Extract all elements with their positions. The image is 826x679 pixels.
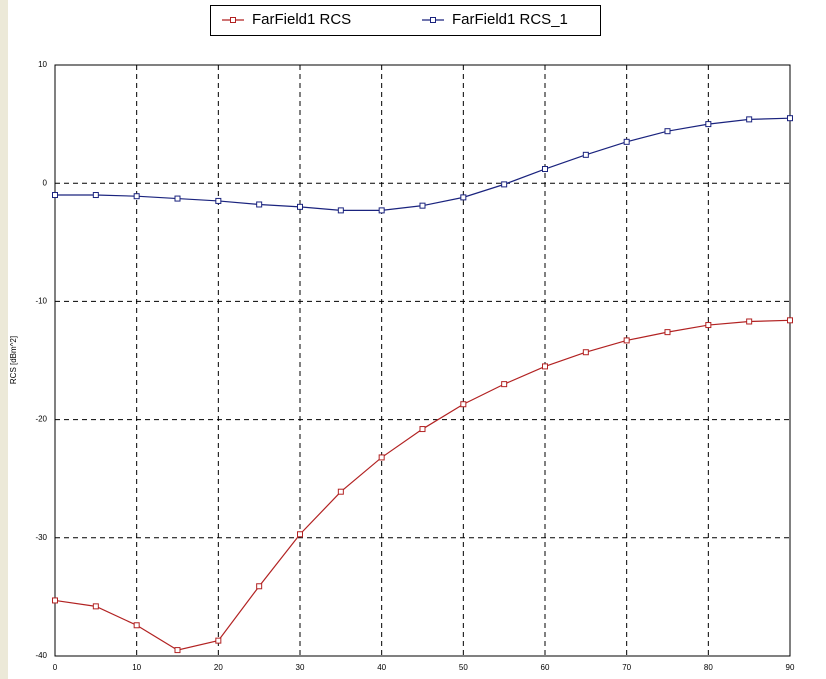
series-line [54,319,791,651]
point-marker [52,597,58,604]
point-marker [92,192,99,199]
point-marker [501,181,508,188]
y-tick-label: -10 [35,297,47,306]
x-tick-label: 20 [214,663,223,672]
point-marker [174,647,181,654]
point-marker [746,116,753,123]
y-axis-label: RCS [dBm^2] [9,336,18,384]
legend-marker [230,17,236,23]
point-marker [501,381,508,388]
point-marker [582,151,589,158]
point-marker [582,349,589,356]
series-line [55,117,791,211]
point-marker [746,318,753,325]
point-marker [664,128,671,135]
point-marker [174,195,181,202]
x-tick-label: 10 [132,663,141,672]
y-tick-label: 10 [38,60,47,69]
point-marker [705,121,712,128]
point-marker [133,193,140,200]
x-tick-label: 0 [53,663,58,672]
point-marker [460,194,467,201]
x-tick-label: 30 [296,663,305,672]
y-tick-label: -30 [35,533,47,542]
point-marker [623,337,630,344]
point-marker [419,202,426,209]
x-tick-label: 80 [704,663,713,672]
x-tick-label: 90 [786,663,795,672]
point-marker [787,317,793,324]
y-tick-label: -20 [35,415,47,424]
point-marker [664,329,671,336]
point-marker [337,488,344,495]
x-tick-label: 60 [541,663,550,672]
x-tick-label: 40 [377,663,386,672]
plot-frame [54,64,791,657]
point-marker [256,201,263,208]
x-tick-label: 70 [622,663,631,672]
point-marker [52,192,58,199]
point-marker [623,138,630,145]
point-marker [378,207,385,214]
x-tick-label: 50 [459,663,468,672]
legend-label: FarField1 RCS [252,11,351,28]
point-marker [215,197,222,204]
point-marker [787,115,793,122]
y-tick-label: -40 [35,651,47,660]
legend-label: FarField1 RCS_1 [452,11,568,28]
point-marker [297,203,303,210]
point-marker [297,531,303,538]
legend-box [210,5,601,36]
point-marker [542,166,548,173]
legend-marker [430,17,436,23]
window-edge [0,0,8,679]
point-marker [256,583,263,590]
point-marker [460,401,467,408]
y-tick-label: 0 [43,178,48,187]
point-marker [542,363,548,370]
point-marker [215,637,222,644]
point-marker [419,426,426,433]
point-marker [378,454,385,461]
point-marker [337,207,344,214]
point-marker [133,622,140,629]
point-marker [92,603,99,610]
point-marker [705,322,712,329]
